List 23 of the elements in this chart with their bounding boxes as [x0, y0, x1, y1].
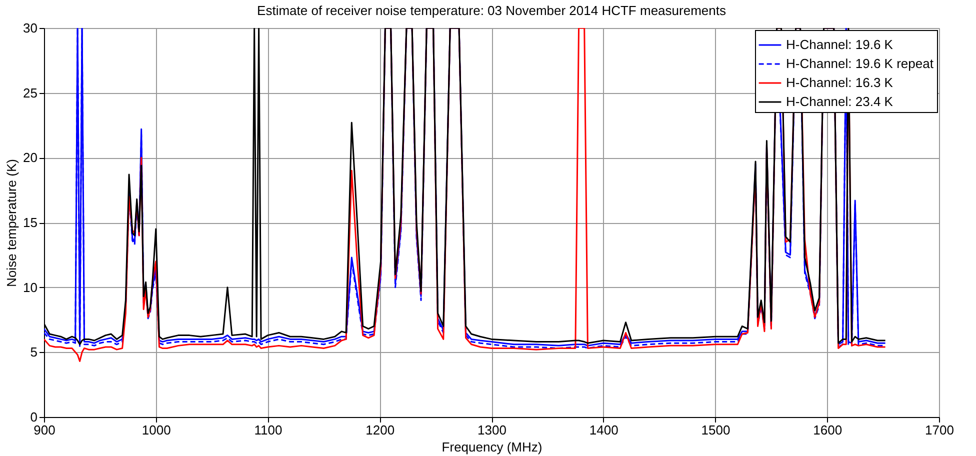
x-axis-title: Frequency (MHz) — [442, 440, 542, 454]
x-tick-label: 1200 — [366, 422, 395, 438]
y-tick-label: 30 — [23, 20, 38, 36]
y-tick-label: 20 — [23, 150, 38, 166]
x-tick-label: 1300 — [478, 422, 506, 438]
x-tick-label: 1400 — [589, 422, 618, 438]
x-tick-label: 900 — [34, 422, 56, 438]
x-tick-label: 1700 — [925, 422, 954, 438]
x-tick-label: 1600 — [813, 422, 842, 438]
y-tick-label: 5 — [30, 344, 38, 360]
x-tick-label: 1000 — [142, 422, 171, 438]
x-tick-label: 1100 — [254, 422, 282, 438]
legend-label: H-Channel: 23.4 K — [786, 94, 894, 109]
y-tick-label: 25 — [23, 85, 38, 100]
legend-label: H-Channel: 19.6 K repeat — [786, 56, 934, 71]
legend-label: H-Channel: 16.3 K — [786, 75, 894, 90]
y-tick-label: 0 — [30, 410, 38, 424]
y-axis-title: Noise temperature (K) — [4, 159, 20, 287]
y-tick-label: 15 — [23, 215, 38, 230]
y-tick-label: 10 — [23, 280, 38, 295]
x-tick-label: 1500 — [701, 422, 730, 438]
legend-label: H-Channel: 19.6 K — [786, 37, 894, 52]
chart-title: Estimate of receiver noise temperature: 03 November 2014 HCTF measurements — [257, 3, 726, 18]
